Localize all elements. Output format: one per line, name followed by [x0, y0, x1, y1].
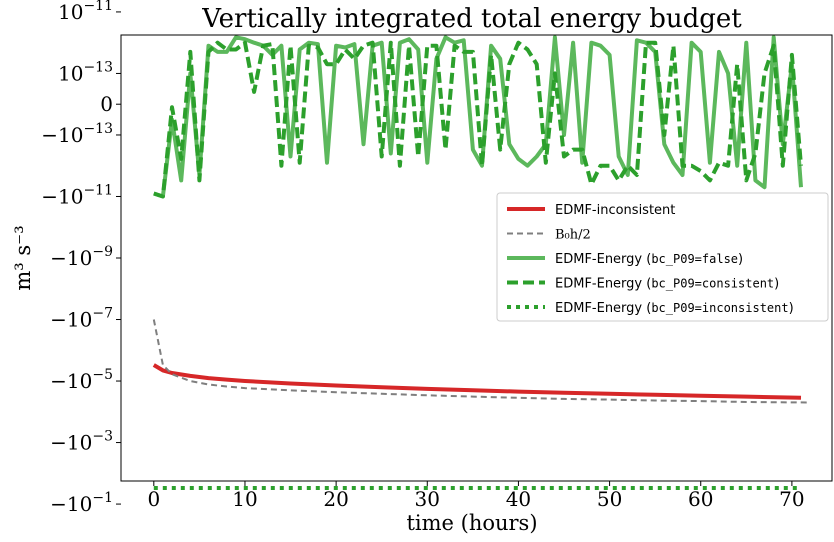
x-tick-label: 20	[323, 487, 348, 511]
x-tick-label: 40	[506, 487, 531, 511]
x-tick-label: 70	[779, 487, 804, 511]
y-tick-label: −10−5	[50, 367, 113, 393]
y-tick-label: −10−1	[50, 490, 113, 516]
y-tick-label: 10−13	[58, 59, 113, 85]
y-tick-label: −10−7	[50, 306, 113, 332]
series-line-1	[152, 363, 802, 400]
chart-title: Vertically integrated total energy budge…	[201, 4, 742, 34]
legend-box	[496, 192, 829, 322]
y-axis: 10−11 10−13 0 −10−13 −10−11 −10−9 −10−7 −10−5 −1…	[41, 0, 121, 516]
y-tick-label: 0	[100, 92, 113, 116]
legend-label-5: EDMF-Energy (bc_P09=inconsistent)	[555, 301, 794, 316]
y-tick-label: −10−11	[41, 182, 113, 208]
series-line-2	[152, 319, 811, 404]
x-tick-label: 0	[147, 487, 160, 511]
series-line-4	[153, 40, 803, 199]
legend-label-3: EDMF-Energy (bc_P09=false)	[555, 252, 743, 267]
legend-label-1: EDMF-inconsistent	[555, 203, 675, 218]
y-tick-label: −10−3	[50, 429, 113, 455]
y-tick-label: −10−13	[41, 121, 113, 147]
series-layer	[152, 35, 811, 490]
x-tick-label: 30	[415, 487, 440, 511]
series-line-3	[153, 35, 803, 199]
y-tick-label: −10−9	[50, 244, 113, 270]
legend-label-4: EDMF-Energy (bc_P09=consistent)	[555, 277, 779, 292]
x-axis: 0 10 20 30 40 50 60 70	[147, 481, 805, 511]
x-axis-label: time (hours)	[406, 511, 537, 535]
x-tick-label: 10	[232, 487, 257, 511]
y-axis-label: m³ s⁻³	[11, 225, 35, 290]
legend: EDMF-inconsistent B₀h/2 EDMF-Energy (bc_P0…	[496, 192, 829, 322]
legend-label-2: B₀h/2	[555, 228, 591, 243]
x-tick-label: 50	[597, 487, 622, 511]
y-tick-label: 10−11	[58, 0, 113, 24]
x-tick-label: 60	[688, 487, 713, 511]
